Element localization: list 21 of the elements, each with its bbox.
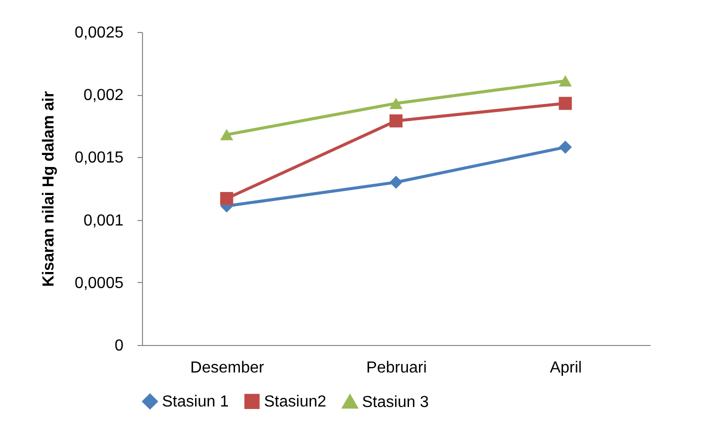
point [389,98,403,110]
y-tick-label: 0,0015 [74,150,124,167]
y-axis-title: Kisaran nilai Hg dalam air [40,91,58,287]
y-tick-label: 0,002 [83,87,124,104]
y-tick-label: 0,001 [83,212,124,230]
y-tick-label: 0 [114,338,124,354]
point [558,75,572,86]
legend-label: Stasiun 1 [162,393,229,410]
point [558,140,572,154]
y-tick-label: 0,0005 [74,274,124,292]
point [220,192,234,206]
legend-label: Stasiun2 [264,393,326,410]
point [220,129,234,140]
x-tick-label: Desember [190,360,265,376]
point [389,176,403,189]
point [389,114,403,128]
x-tick-label: April [550,360,582,376]
x-tick-label: Pebruari [366,360,427,376]
y-tick-label: 0,0025 [74,24,124,42]
point [558,96,572,110]
legend-label: Stasiun 3 [362,394,429,411]
